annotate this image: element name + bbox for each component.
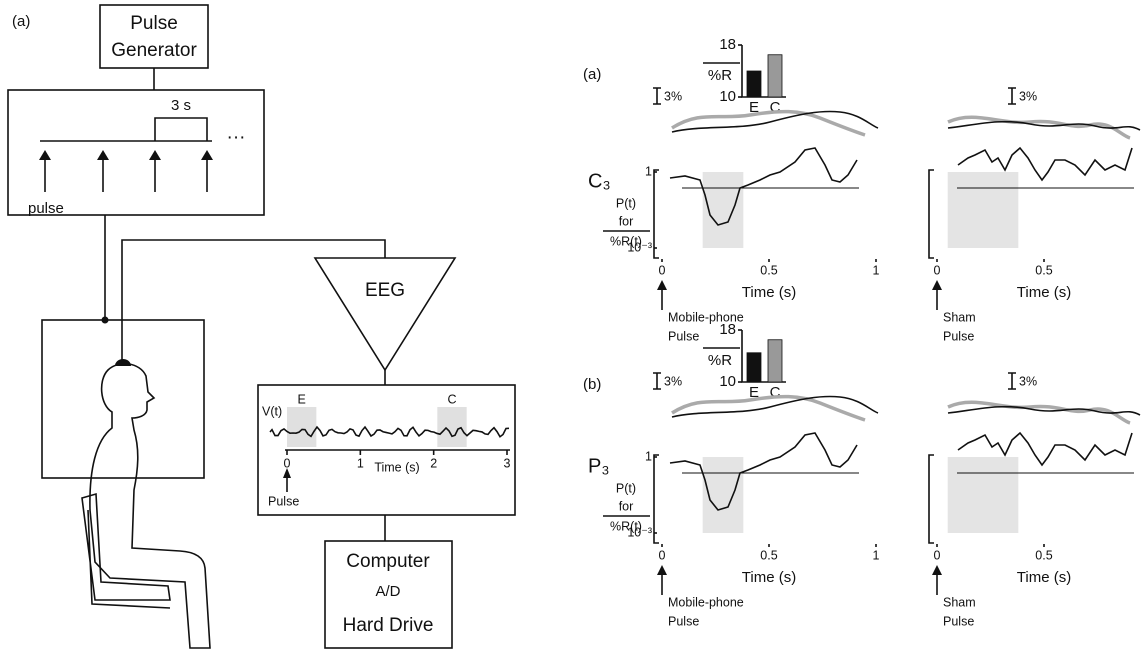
window [437, 407, 466, 447]
chair [82, 494, 170, 608]
axis-bracket [654, 455, 659, 543]
box-text: A/D [375, 583, 400, 600]
bar [768, 340, 782, 382]
bar [747, 353, 761, 382]
x-tick-label: 1 [873, 263, 880, 277]
window [948, 457, 1019, 533]
x-tick-label: 0 [659, 548, 666, 562]
box-text: Pulse [130, 13, 178, 34]
x-label: Time (s) [1017, 569, 1071, 586]
ellipsis: ··· [227, 127, 246, 148]
pulse-label: Mobile-phone [668, 595, 744, 609]
x-tick-label: 0 [934, 548, 941, 562]
window [948, 172, 1019, 248]
y-tick-label: 10 [719, 373, 736, 390]
bar [768, 55, 782, 97]
pulse-label: Pulse [668, 614, 699, 628]
arrow-head [201, 150, 213, 160]
amplifier-label: EEG [365, 280, 405, 301]
y-tick-label: 1 [645, 449, 652, 463]
scale-bar [653, 373, 661, 389]
window-label: C [447, 392, 456, 406]
junction [102, 317, 109, 324]
window [287, 407, 316, 447]
pulse-label: Pulse [943, 329, 974, 343]
wires [105, 215, 385, 362]
arrow-head [39, 150, 51, 160]
scale-label: 3% [1019, 374, 1037, 388]
interval-label: 3 s [171, 97, 191, 114]
inset-ylabel: V(t) [262, 404, 282, 418]
x-tick-label: 1 [357, 456, 364, 470]
x-tick-label: 0 [934, 263, 941, 277]
x-label: Time (s) [1017, 284, 1071, 301]
pulse-label: Pulse [268, 494, 299, 508]
pulse-label: Pulse [668, 329, 699, 343]
inset-xlabel: Time (s) [374, 460, 419, 474]
panel-label: (b) [583, 376, 601, 393]
y-tick-label: 10⁻³ [627, 525, 652, 539]
scale-label: 3% [664, 374, 682, 388]
p-curve [670, 433, 857, 510]
x-label: Time (s) [742, 284, 796, 301]
x-tick-label: 1 [873, 548, 880, 562]
x-tick-label: 0.5 [760, 263, 777, 277]
x-tick-label: 0.5 [760, 548, 777, 562]
p-curve [670, 148, 857, 225]
panel-label: (a) [12, 13, 30, 30]
y-label: for [619, 499, 634, 513]
box-text: Hard Drive [343, 615, 434, 636]
bar-ylabel: %R [708, 67, 732, 84]
axis-bracket [929, 455, 934, 543]
arrow-head [932, 280, 942, 290]
scale-bar [653, 88, 661, 104]
pulse-label: pulse [28, 200, 64, 217]
x-tick-label: 3 [504, 456, 511, 470]
x-tick-label: 0.5 [1035, 263, 1052, 277]
scale-bar [1008, 373, 1016, 389]
interval-bracket [155, 118, 207, 141]
y-tick-label: 1 [645, 164, 652, 178]
panel-label: (a) [583, 66, 601, 83]
axis-bracket [929, 170, 934, 258]
y-tick-label: 10⁻³ [627, 240, 652, 254]
window-label: E [297, 392, 305, 406]
box-text: Generator [111, 40, 197, 61]
y-tick-label: 18 [719, 36, 736, 53]
electrode-label: P₃ [588, 455, 609, 477]
arrow-head [932, 565, 942, 575]
arrow-head [657, 280, 667, 290]
electrode [115, 359, 131, 366]
y-label: P(t) [616, 481, 636, 495]
amplifier [315, 258, 455, 370]
electrode-label: C₃ [588, 170, 611, 192]
pulse-label: Pulse [943, 614, 974, 628]
y-label: for [619, 214, 634, 228]
bar-ylabel: %R [708, 352, 732, 369]
x-tick-label: 2 [430, 456, 437, 470]
scale-label: 3% [664, 89, 682, 103]
y-label: P(t) [616, 196, 636, 210]
scale-label: 3% [1019, 89, 1037, 103]
control-trace [672, 112, 865, 135]
pulse-label: Sham [943, 595, 976, 609]
scale-bar [1008, 88, 1016, 104]
bar [747, 71, 761, 97]
figure: (a) Pulse Generator 3 s ··· pulse EEG V(… [0, 0, 1146, 652]
arrow-head [149, 150, 161, 160]
pulse-label: Sham [943, 310, 976, 324]
arrow-head [657, 565, 667, 575]
arrow-head [97, 150, 109, 160]
y-tick-label: 18 [719, 321, 736, 338]
shield [42, 320, 204, 478]
x-tick-label: 0 [659, 263, 666, 277]
axis-bracket [654, 170, 659, 258]
x-tick-label: 0.5 [1035, 548, 1052, 562]
box-text: Computer [346, 551, 430, 572]
y-tick-label: 10 [719, 88, 736, 105]
x-label: Time (s) [742, 569, 796, 586]
control-trace [672, 397, 865, 420]
